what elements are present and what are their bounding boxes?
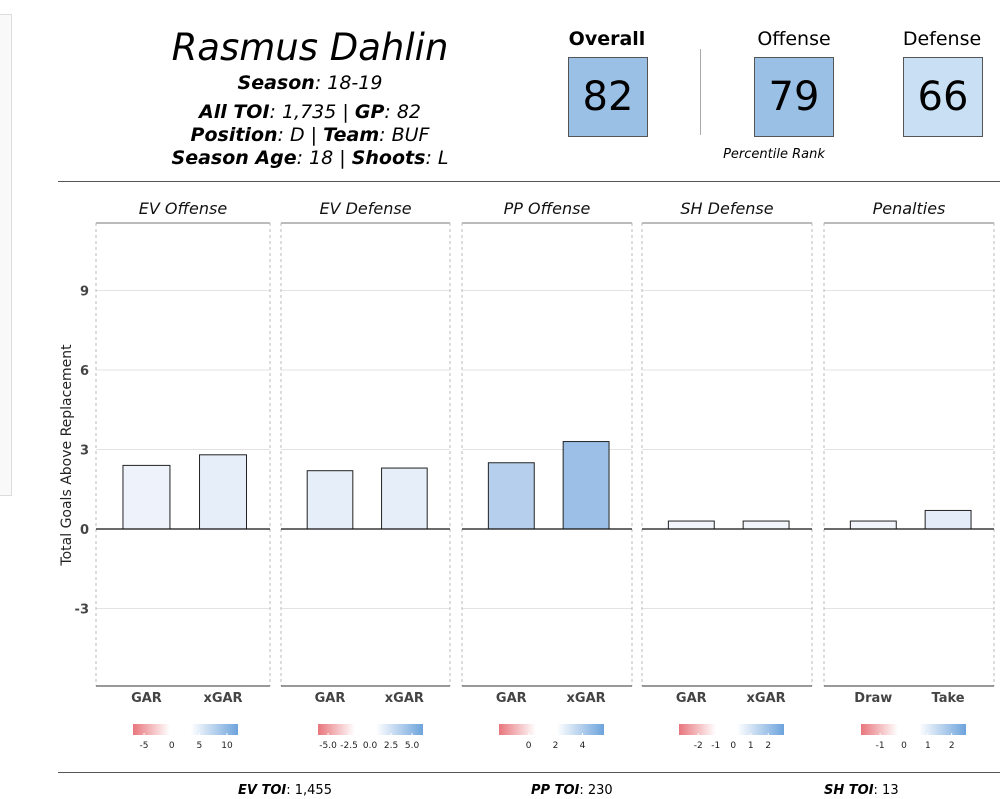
bar-ev-defense-gar [306,470,354,530]
overall-rank-box: 82 [568,57,648,137]
bar-ev-offense-xgar [199,454,248,530]
color-scale-bar-penalties [861,724,966,735]
ev-toi-label: EV TOI [238,783,287,798]
x-tick-label: xGAR [747,691,786,706]
color-scale-bar-sh-defense [679,724,784,735]
season-value: : 18-19 [314,72,383,94]
toi-value: : 1,735 | [269,101,355,123]
age-value: : 18 | [296,147,352,169]
bar-ev-offense-gar [122,464,171,530]
position-line: Position: D | Team: BUF [110,123,510,147]
color-scale-label: -2.5 [340,741,358,751]
bar-sh-defense-gar [667,520,715,530]
color-scale-label: 5 [196,741,202,751]
sh-toi-label: SH TOI [824,783,874,798]
color-scale-label: 0 [730,741,736,751]
color-scale-bar-ev-defense [318,724,423,735]
age-line: Season Age: 18 | Shoots: L [110,146,510,170]
y-tick-label: 3 [80,444,89,459]
x-tick-label: GAR [496,691,527,706]
pp-toi-value: : 230 [579,783,613,798]
color-scale-label: 0 [169,741,175,751]
color-scale-label: 2 [553,741,559,751]
color-scale-label: 2 [949,741,955,751]
pp-toi: PP TOI: 230 [531,783,613,799]
side-panel [0,14,12,496]
color-scale-label: -2 [694,741,703,751]
color-scale-label: -5.0 [319,741,337,751]
bar-pp-offense-gar [487,462,535,530]
x-tick-label: Take [932,691,965,706]
panel-title-pp-offense: PP Offense [504,199,591,218]
x-tick-label: GAR [315,691,346,706]
color-scale-label: 0.0 [363,741,378,751]
defense-label: Defense [902,28,982,50]
color-scale-label: 0 [526,741,532,751]
bar-ev-defense-xgar [381,467,428,530]
color-scale-label: 5.0 [405,741,420,751]
color-scale-bar-ev-offense [133,724,238,735]
panel-title-sh-defense: SH Defense [680,199,773,218]
gp-label: GP [354,101,385,123]
panel-title-ev-offense: EV Offense [139,199,228,218]
color-scale-label: -5 [140,741,149,751]
percentile-rank-note: Percentile Rank [723,147,825,162]
toi-line: All TOI: 1,735 | GP: 82 [110,100,510,124]
sh-toi: SH TOI: 13 [824,783,899,799]
x-tick-label: GAR [676,691,707,706]
bar-penalties-take [924,509,972,530]
player-name: Rasmus Dahlin [171,26,449,69]
color-scale-label: 1 [748,741,754,751]
sh-toi-value: : 13 [873,783,899,798]
header-divider [58,181,1000,182]
offense-label: Offense [757,28,831,50]
color-scale-label: -1 [876,741,885,751]
position-label: Position [190,124,278,146]
rank-divider [700,49,701,135]
x-tick-label: Draw [854,691,892,706]
x-tick-label: xGAR [385,691,424,706]
bar-sh-defense-xgar [742,520,790,530]
team-value: : BUF [379,124,430,146]
y-tick-label: -3 [75,603,89,618]
season-label: Season [237,72,315,94]
color-scale-label: -1 [711,741,720,751]
color-scale-label: 10 [221,741,233,751]
x-tick-label: xGAR [203,691,242,706]
season-line: Season: 18-19 [110,71,510,95]
y-tick-label: 9 [80,285,89,300]
y-tick-label: 6 [80,364,89,379]
defense-rank-box: 66 [903,57,983,137]
gp-value: : 82 [384,101,421,123]
color-scale-label: 4 [580,741,586,751]
toi-label: All TOI [198,101,270,123]
color-scale-label: 2 [765,741,771,751]
shoots-label: Shoots [351,147,426,169]
bar-penalties-draw [849,520,897,530]
pp-toi-label: PP TOI [531,783,580,798]
panel-title-penalties: Penalties [873,199,946,218]
ev-toi-value: : 1,455 [286,783,332,798]
age-label: Season Age [171,147,297,169]
panel-title-ev-defense: EV Defense [319,199,411,218]
y-tick-label: 0 [80,523,89,538]
color-scale-label: 0 [901,741,907,751]
x-tick-label: GAR [131,691,162,706]
y-axis-label: Total Goals Above Replacement [59,344,75,567]
gar-chart: Total Goals Above Replacement -3 0 3 6 9 EV O… [59,199,995,751]
overall-label: Overall [568,28,646,50]
shoots-value: : L [425,147,449,169]
ev-toi: EV TOI: 1,455 [238,783,332,799]
offense-rank-box: 79 [754,57,834,137]
bar-pp-offense-xgar [562,441,610,530]
footer-divider [58,772,1000,773]
position-value: : D | [277,124,324,146]
color-scale-label: 2.5 [384,741,398,751]
x-tick-label: xGAR [567,691,606,706]
color-scale-label: 1 [925,741,931,751]
team-label: Team [323,124,380,146]
color-scale-bar-pp-offense [499,724,604,735]
